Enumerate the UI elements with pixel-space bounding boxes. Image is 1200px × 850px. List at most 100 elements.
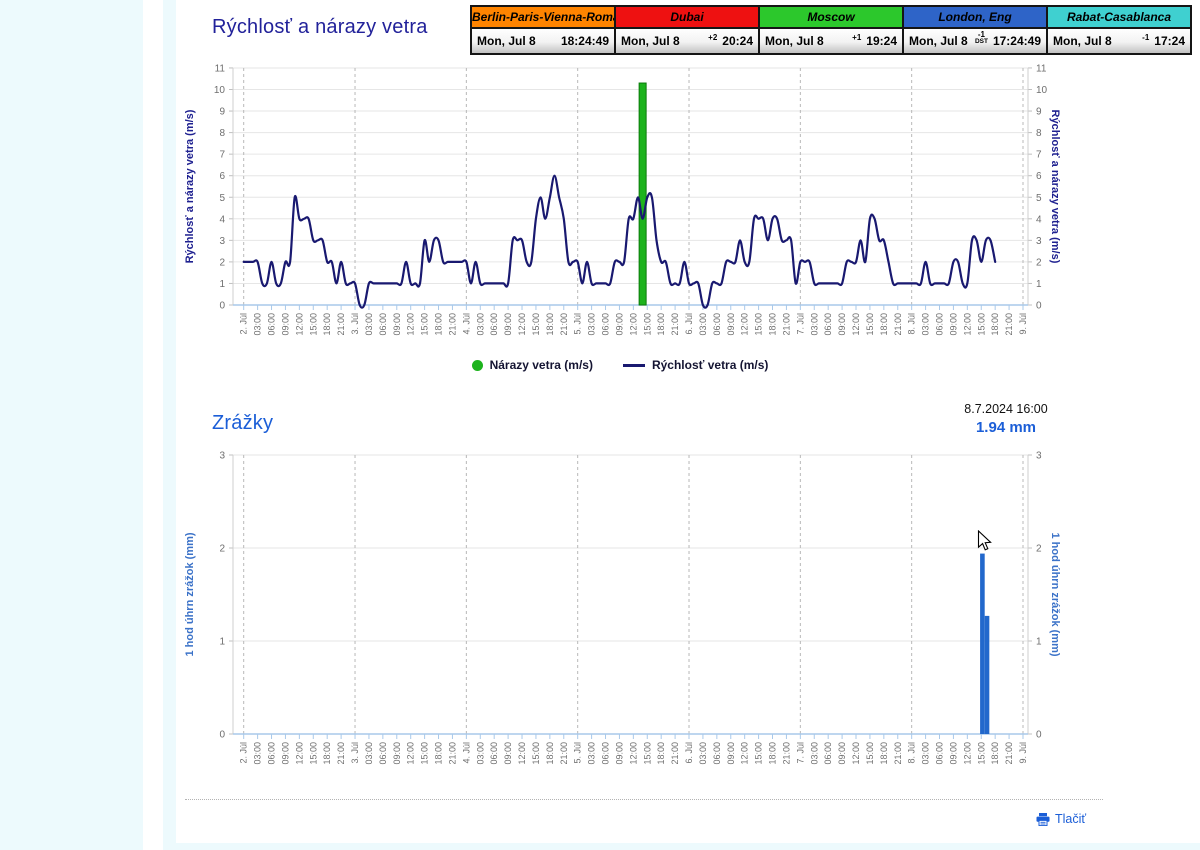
x-tick-label: 03:00	[698, 313, 708, 336]
y-tick-label-left: 3	[219, 236, 225, 247]
x-tick-label: 03:00	[587, 313, 597, 336]
x-tick-label: 7. Júl	[795, 742, 805, 764]
y-tick-label-right: 3	[1036, 451, 1042, 462]
bottom-strip	[163, 843, 1200, 850]
y-axis-title-right: 1 hod úhrn zrážok (mm)	[1049, 532, 1060, 656]
rain-chart: 0 01 12 23 32. Júl 03:00 06:00 09:00 12:00 15:00 1…	[184, 451, 1060, 765]
x-tick-label: 9. Júl	[1018, 742, 1028, 764]
x-tick-label: 12:00	[740, 742, 750, 765]
x-tick-label: 5. Júl	[573, 742, 583, 764]
y-tick-label-right: 4	[1036, 214, 1042, 225]
x-tick-label: 15:00	[642, 313, 652, 336]
x-tick-label: 18:00	[434, 742, 444, 765]
clock-cell-3: London, Eng Mon, Jul 8 -1 DST 17:24:49	[902, 7, 1046, 53]
y-tick-label-left: 6	[219, 171, 225, 182]
speed-legend-line-icon	[622, 363, 645, 367]
x-tick-label: 18:00	[322, 313, 332, 336]
wind-speed-line	[242, 174, 997, 309]
x-tick-label: 21:00	[670, 313, 680, 336]
x-tick-label: 21:00	[336, 742, 346, 765]
x-tick-label: 15:00	[754, 742, 764, 765]
print-label: Tlačiť	[1055, 812, 1087, 826]
x-tick-label: 15:00	[976, 742, 986, 765]
clock-city-label: Dubai	[616, 7, 758, 29]
x-tick-label: 8. Júl	[907, 313, 917, 335]
x-tick-label: 09:00	[837, 313, 847, 336]
x-tick-label: 09:00	[614, 313, 624, 336]
x-tick-label: 3. Júl	[350, 742, 360, 764]
x-tick-label: 12:00	[517, 313, 527, 336]
x-tick-label: 18:00	[545, 742, 555, 765]
y-tick-label-left: 1	[219, 279, 225, 290]
clock-date: Mon, Jul 8	[909, 34, 968, 48]
x-tick-label: 03:00	[253, 313, 263, 336]
x-tick-label: 09:00	[948, 742, 958, 765]
y-tick-label-right: 1	[1036, 279, 1042, 290]
x-tick-label: 12:00	[962, 313, 972, 336]
x-tick-label: 03:00	[475, 313, 485, 336]
x-tick-label: 21:00	[1004, 313, 1014, 336]
printer-icon	[1036, 812, 1050, 826]
x-tick-label: 06:00	[935, 313, 945, 336]
tooltip-datetime: 8.7.2024 16:00	[964, 402, 1048, 416]
clock-utc-offset: +2	[708, 33, 718, 42]
wind-gust-bar	[638, 82, 647, 306]
y-tick-label-right: 2	[1036, 544, 1042, 555]
x-tick-label: 06:00	[267, 742, 277, 765]
y-tick-label-left: 9	[219, 107, 225, 118]
x-tick-label: 06:00	[823, 313, 833, 336]
y-tick-label-left: 1	[219, 637, 225, 648]
clock-date: Mon, Jul 8	[1053, 34, 1112, 48]
y-tick-label-left: 3	[219, 451, 225, 462]
y-tick-label-left: 4	[219, 214, 225, 225]
x-tick-label: 12:00	[406, 313, 416, 336]
clock-cell-0: Berlin-Paris-Vienna-Roma Mon, Jul 8 18:24:…	[472, 7, 614, 53]
x-tick-label: 03:00	[921, 313, 931, 336]
x-tick-label: 15:00	[976, 313, 986, 336]
rain-bar	[980, 553, 985, 734]
clock-time-row: Mon, Jul 8 -1 17:24	[1048, 29, 1190, 53]
x-tick-label: 06:00	[601, 313, 611, 336]
clock-cell-1: Dubai Mon, Jul 8 +2 20:24	[614, 7, 758, 53]
clock-date: Mon, Jul 8	[765, 34, 824, 48]
x-tick-label: 2. Júl	[239, 742, 249, 764]
clock-city-label: London, Eng	[904, 7, 1046, 29]
wind-chart-title: Rýchlosť a nárazy vetra	[212, 16, 428, 38]
clock-utc-offset: -1 DST	[974, 30, 988, 45]
clock-time: 17:24	[1154, 34, 1185, 48]
y-tick-label-right: 7	[1036, 150, 1042, 161]
y-tick-label-right: 8	[1036, 128, 1042, 139]
x-tick-label: 18:00	[656, 742, 666, 765]
x-tick-label: 15:00	[308, 742, 318, 765]
x-tick-label: 21:00	[670, 742, 680, 765]
x-tick-label: 06:00	[935, 742, 945, 765]
x-tick-label: 18:00	[768, 742, 778, 765]
x-tick-label: 15:00	[531, 313, 541, 336]
x-tick-label: 12:00	[851, 742, 861, 765]
x-tick-label: 6. Júl	[684, 742, 694, 764]
x-tick-label: 03:00	[475, 742, 485, 765]
x-tick-label: 18:00	[656, 313, 666, 336]
x-tick-label: 21:00	[1004, 742, 1014, 765]
x-tick-label: 9. Júl	[1018, 313, 1028, 335]
x-tick-label: 5. Júl	[573, 313, 583, 335]
y-tick-label-left: 2	[219, 544, 225, 555]
x-tick-label: 12:00	[851, 313, 861, 336]
x-tick-label: 09:00	[726, 742, 736, 765]
y-tick-label-left: 10	[214, 85, 226, 96]
x-tick-label: 15:00	[308, 313, 318, 336]
vertical-divider-strip	[163, 0, 176, 850]
x-tick-label: 06:00	[378, 742, 388, 765]
clock-time: 19:24	[866, 34, 897, 48]
x-tick-label: 21:00	[559, 742, 569, 765]
wind-chart-legend: Nárazy vetra (m/s) Rýchlosť vetra (m/s)	[180, 355, 1060, 375]
y-axis-title-right: Rýchlosť a nárazy vetra (m/s)	[1049, 110, 1060, 264]
x-tick-label: 21:00	[336, 313, 346, 336]
x-tick-label: 18:00	[879, 742, 889, 765]
x-tick-label: 03:00	[587, 742, 597, 765]
x-tick-label: 09:00	[614, 742, 624, 765]
x-tick-label: 18:00	[545, 313, 555, 336]
x-tick-label: 18:00	[434, 313, 444, 336]
print-button[interactable]: Tlačiť	[1036, 812, 1086, 826]
x-tick-label: 15:00	[531, 742, 541, 765]
